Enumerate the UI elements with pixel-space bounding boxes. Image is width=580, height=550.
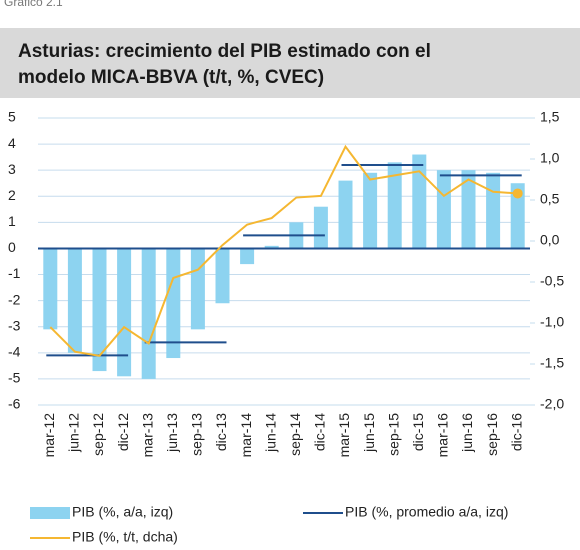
y-tick-label: 5	[8, 109, 16, 125]
y2-tick-label: 1,5	[540, 109, 560, 125]
x-tick-label: mar-16	[435, 413, 451, 458]
figure-label: Gráfico 2.1	[4, 0, 63, 9]
y2-tick-label: 0,5	[540, 191, 560, 207]
y-tick-label: -1	[8, 265, 21, 281]
line	[49, 144, 518, 357]
bar	[313, 206, 328, 249]
y-tick-label: 2	[8, 187, 16, 203]
x-tick-label: jun-12	[66, 413, 82, 453]
x-tick-label: dic-15	[410, 413, 426, 451]
bar	[264, 245, 279, 249]
legend-label: PIB (%, t/t, dcha)	[72, 529, 178, 545]
x-tick-label: jun-15	[361, 413, 377, 453]
x-tick-label: dic-14	[312, 413, 328, 451]
y2-tick-label: -1,5	[540, 355, 564, 371]
y-tick-label: -3	[8, 317, 21, 333]
x-tick-label: dic-16	[508, 413, 524, 451]
x-tick-label: sep-14	[287, 413, 303, 456]
x-tick-label: jun-16	[459, 413, 475, 453]
y-tick-label: 3	[8, 161, 16, 177]
x-tick-label: jun-13	[164, 413, 180, 453]
chart-title: Asturias: crecimiento del PIB estimado c…	[18, 41, 431, 62]
y-tick-label: -6	[8, 396, 21, 412]
x-tick-label: mar-15	[336, 413, 352, 458]
y-tick-label: -2	[8, 291, 21, 307]
y-tick-label: -5	[8, 370, 21, 386]
x-tick-label: mar-14	[238, 413, 254, 458]
bar	[117, 248, 132, 377]
bar	[363, 172, 378, 249]
x-tick-label: dic-13	[213, 413, 229, 451]
x-tick-label: mar-12	[41, 413, 57, 458]
x-tick-label: sep-12	[90, 413, 106, 456]
bar	[436, 170, 451, 249]
title-box	[0, 28, 580, 98]
bar	[461, 170, 476, 249]
x-tick-label: jun-14	[262, 413, 278, 453]
y-tick-label: 0	[8, 239, 16, 255]
bar	[67, 248, 82, 353]
y-tick-label: -4	[8, 344, 21, 360]
y2-tick-label: -1,0	[540, 314, 564, 330]
bar	[387, 162, 402, 249]
x-tick-label: sep-16	[484, 413, 500, 456]
y2-tick-label: -2,0	[540, 396, 564, 412]
legend-label: PIB (%, a/a, izq)	[72, 504, 173, 520]
bar	[190, 248, 205, 330]
bar	[141, 248, 156, 379]
end-marker	[512, 188, 523, 199]
bar	[486, 172, 501, 249]
legend-label: PIB (%, promedio a/a, izq)	[345, 504, 508, 520]
x-tick-label: mar-13	[139, 413, 155, 458]
y2-tick-label: 1,0	[540, 150, 560, 166]
bar	[92, 248, 107, 372]
y2-tick-label: -0,5	[540, 273, 564, 289]
y-tick-label: 4	[8, 135, 16, 151]
bar	[240, 248, 255, 265]
x-tick-label: sep-13	[189, 413, 205, 456]
x-tick-label: dic-12	[115, 413, 131, 451]
bar	[215, 248, 230, 304]
bar	[510, 183, 525, 249]
bar	[338, 180, 353, 249]
y-tick-label: 1	[8, 213, 16, 229]
chart-title: modelo MICA-BBVA (t/t, %, CVEC)	[18, 67, 324, 88]
x-tick-label: sep-15	[385, 413, 401, 456]
bar	[43, 248, 58, 330]
bar	[412, 154, 427, 249]
legend-swatch	[30, 507, 70, 519]
y2-tick-label: 0,0	[540, 232, 560, 248]
